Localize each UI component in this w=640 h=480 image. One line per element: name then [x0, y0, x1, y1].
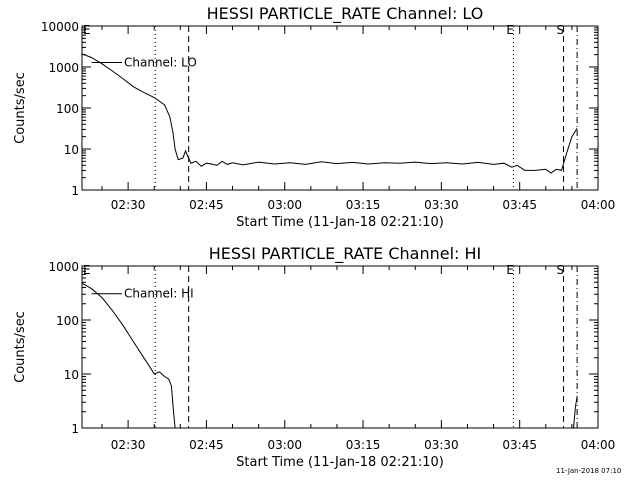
x-tick-label: 04:00 — [581, 198, 616, 212]
x-tick-label: 02:45 — [189, 198, 224, 212]
series-line-segment — [573, 396, 578, 429]
x-tick-label: 03:45 — [502, 198, 537, 212]
x-axis-label: Start Time (11-Jan-18 02:21:10) — [236, 455, 444, 470]
footer-timestamp: 11-Jan-2018 07:10 — [556, 467, 622, 475]
x-tick-label: 04:00 — [581, 438, 616, 452]
x-axis-label: Start Time (11-Jan-18 02:21:10) — [236, 215, 444, 230]
chart-title: HESSI PARTICLE_RATE Channel: LO — [207, 4, 484, 24]
y-tick-label: 1 — [71, 422, 79, 436]
marker-label-E-start: E — [83, 263, 91, 277]
marker-label-E: E — [506, 23, 514, 37]
series-line — [81, 282, 176, 429]
x-tick-label: 03:30 — [424, 438, 459, 452]
x-tick-label: 02:45 — [189, 438, 224, 452]
x-tick-label: 03:15 — [346, 198, 381, 212]
plot-frame — [81, 265, 599, 429]
x-tick-label: 03:15 — [346, 438, 381, 452]
marker-label-S: S — [557, 23, 565, 37]
plot-1 — [81, 25, 599, 191]
y-tick-label: 1 — [71, 184, 79, 198]
x-tick-label: 03:00 — [267, 198, 302, 212]
y-tick-label: 100 — [56, 314, 79, 328]
x-tick-label: 03:30 — [424, 198, 459, 212]
plot-2 — [81, 265, 599, 429]
y-axis-label: Counts/sec — [13, 72, 28, 144]
marker-label-E: E — [506, 263, 514, 277]
marker-label-E-start: E — [83, 23, 91, 37]
y-axis-label: Counts/sec — [13, 311, 28, 383]
chart-title: HESSI PARTICLE_RATE Channel: HI — [209, 244, 482, 264]
y-tick-label: 10 — [64, 143, 79, 157]
x-tick-label: 02:30 — [111, 438, 146, 452]
series-line — [81, 53, 578, 174]
legend-label: Channel: HI — [124, 287, 194, 301]
plot-frame — [81, 25, 599, 191]
y-tick-label: 10 — [64, 368, 79, 382]
y-tick-label: 1000 — [48, 260, 79, 274]
y-tick-label: 1000 — [48, 61, 79, 75]
x-tick-label: 02:30 — [111, 198, 146, 212]
legend-label: Channel: LO — [124, 56, 197, 70]
marker-label-S: S — [557, 263, 565, 277]
y-tick-label: 10000 — [41, 20, 79, 34]
y-tick-label: 100 — [56, 102, 79, 116]
x-tick-label: 03:45 — [502, 438, 537, 452]
x-tick-label: 03:00 — [267, 438, 302, 452]
